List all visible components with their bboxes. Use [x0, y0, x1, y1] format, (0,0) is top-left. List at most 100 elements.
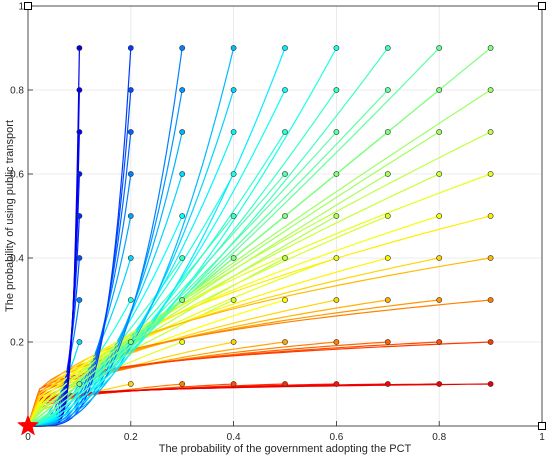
trajectory-line	[27, 257, 337, 427]
trajectory-line	[27, 173, 491, 427]
start-point	[487, 129, 494, 135]
start-point	[333, 213, 340, 219]
start-point	[230, 339, 237, 345]
start-point	[436, 339, 443, 345]
start-point	[333, 87, 340, 93]
x-tick-label: 0.2	[124, 432, 138, 443]
start-point	[230, 255, 237, 261]
start-point	[282, 381, 288, 387]
start-points	[76, 45, 494, 387]
start-point	[76, 381, 83, 387]
start-point	[76, 339, 83, 345]
trajectory-line	[27, 341, 491, 427]
start-point	[384, 129, 391, 135]
start-point	[76, 87, 83, 93]
start-point	[333, 171, 340, 177]
start-point	[436, 381, 443, 387]
start-point	[282, 171, 288, 177]
ticks: 0 0.2 0.2 0.4 0.4 0.6 0.6 0.8 0.8 1 1	[10, 2, 545, 444]
start-point	[127, 129, 134, 135]
start-point	[127, 171, 134, 177]
x-tick-label: 1	[539, 432, 545, 443]
trajectory-line	[27, 215, 491, 427]
corner-square-marker	[538, 2, 546, 10]
trajectory-line	[27, 89, 491, 427]
start-point	[282, 213, 288, 219]
start-point	[282, 255, 288, 261]
start-point	[436, 87, 443, 93]
start-point	[487, 339, 494, 345]
trajectory-line	[27, 47, 491, 427]
start-point	[179, 339, 186, 345]
x-tick-label: 0.6	[329, 432, 343, 443]
start-point	[230, 381, 237, 387]
y-tick-label: 0.4	[10, 254, 24, 265]
start-point	[282, 129, 288, 135]
trajectory-line	[27, 299, 286, 427]
start-point	[384, 171, 391, 177]
x-tick-label: 0.8	[432, 432, 446, 443]
start-point	[76, 297, 83, 303]
start-point	[179, 171, 186, 177]
y-tick-label: 0.8	[10, 86, 24, 97]
start-point	[436, 213, 443, 219]
start-point	[487, 87, 494, 93]
start-point	[179, 213, 186, 219]
trajectory-line	[27, 47, 440, 427]
start-point	[179, 129, 186, 135]
start-point	[76, 129, 83, 135]
start-point	[282, 297, 288, 303]
corner-markers	[24, 2, 546, 430]
start-point	[487, 213, 494, 219]
start-point	[76, 171, 83, 177]
start-point	[282, 339, 288, 345]
start-point	[127, 87, 134, 93]
start-point	[333, 339, 340, 345]
start-point	[384, 255, 391, 261]
y-tick-label: 1	[18, 2, 24, 13]
x-tick-label: 0.4	[227, 432, 241, 443]
start-point	[230, 171, 237, 177]
start-point	[179, 45, 186, 51]
start-point	[487, 381, 494, 387]
start-point	[384, 45, 391, 51]
y-tick-label: 0.2	[10, 338, 24, 349]
start-point	[127, 213, 134, 219]
start-point	[436, 45, 443, 51]
start-point	[76, 45, 83, 51]
start-point	[282, 45, 288, 51]
start-point	[127, 297, 134, 303]
plot-frame	[27, 5, 543, 427]
trajectory-line	[27, 215, 389, 427]
start-point	[487, 297, 494, 303]
equilibrium-marker	[16, 414, 40, 436]
trajectory-line	[27, 47, 337, 427]
trajectory-line	[27, 47, 286, 427]
start-point	[384, 87, 391, 93]
start-point	[230, 45, 237, 51]
y-axis-label: The probability of using public transpor…	[4, 120, 16, 312]
start-point	[487, 45, 494, 51]
start-point	[179, 297, 186, 303]
start-point	[230, 129, 237, 135]
start-point	[127, 339, 134, 345]
start-point	[436, 129, 443, 135]
start-point	[282, 87, 288, 93]
start-point	[333, 45, 340, 51]
trajectory-line	[27, 383, 491, 427]
start-point	[333, 255, 340, 261]
start-point	[76, 255, 83, 261]
start-point	[333, 381, 340, 387]
start-point	[436, 297, 443, 303]
start-point	[384, 297, 391, 303]
y-tick-label: 0.6	[10, 170, 24, 181]
corner-square-marker	[24, 2, 32, 10]
start-point	[179, 381, 186, 387]
start-point	[179, 255, 186, 261]
start-point	[384, 339, 391, 345]
start-point	[230, 213, 237, 219]
x-axis-label: The probability of the government adopti…	[159, 443, 412, 455]
start-point	[179, 87, 186, 93]
start-point	[127, 255, 134, 261]
